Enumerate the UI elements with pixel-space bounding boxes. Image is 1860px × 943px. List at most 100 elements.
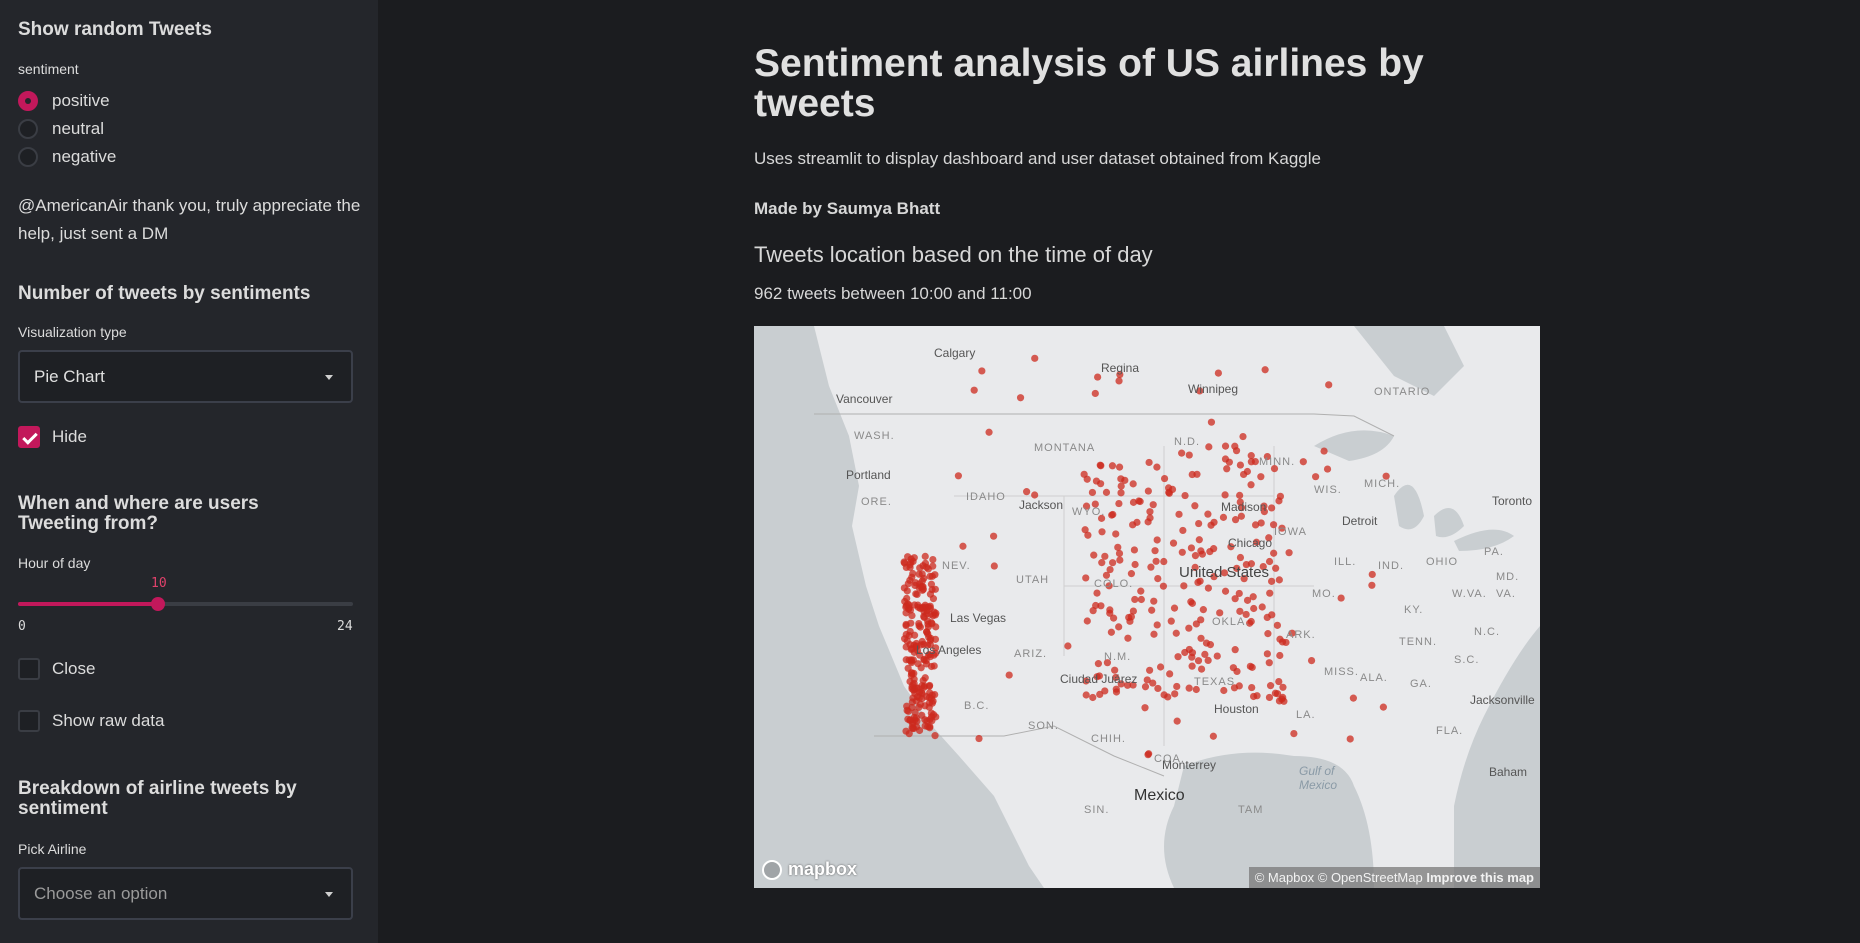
tweet-dot [1196, 387, 1204, 395]
visualization-type-select[interactable]: Pie Chart [18, 350, 353, 403]
tweet-dot [1197, 634, 1205, 642]
tweet-dot [975, 734, 983, 743]
tweet-dot [1195, 519, 1203, 528]
tweet-dot [1088, 488, 1097, 497]
tweet-dot [1135, 497, 1143, 505]
tweet-dot [1221, 587, 1230, 595]
breakdown-heading: Breakdown of airline tweets by sentiment [18, 778, 297, 819]
radio-neutral[interactable]: neutral [18, 119, 104, 139]
radio-label: negative [52, 147, 117, 166]
tweet-dot [1268, 504, 1276, 512]
attribution-text[interactable]: © Mapbox © OpenStreetMap [1254, 870, 1423, 885]
map-region-label: S.C. [1454, 654, 1480, 666]
map-region-label: ILL. [1334, 556, 1357, 568]
tweet-dot [909, 569, 917, 578]
tweet-dot [1204, 510, 1212, 518]
tweet-dot [916, 564, 924, 572]
hide-checkbox[interactable]: Hide [18, 426, 87, 448]
tweet-dot [1083, 617, 1091, 625]
tweet-dot [1160, 557, 1168, 566]
tweet-dot [1098, 559, 1106, 567]
tweet-dot [1263, 452, 1271, 461]
tweet-dot [1207, 418, 1216, 426]
map-region-label: IOWA [1274, 526, 1307, 538]
tweet-dot [1349, 694, 1357, 702]
tweet-dot [915, 570, 923, 578]
tweet-dot [1129, 681, 1137, 689]
map-region-label: ONTARIO [1374, 386, 1431, 398]
checkbox[interactable] [18, 710, 40, 732]
tweet-dot [1265, 693, 1274, 702]
tweet-dot [1112, 673, 1120, 682]
radio-button-selected[interactable] [18, 91, 38, 111]
tweet-dot [921, 552, 929, 560]
tweet-dot [927, 695, 935, 703]
tweet-dot [1191, 563, 1199, 572]
tweet-dot [1282, 638, 1290, 647]
hour-slider[interactable] [18, 597, 353, 611]
tweet-dot [1249, 692, 1258, 701]
checkbox[interactable] [18, 658, 40, 680]
close-checkbox[interactable]: Close [18, 658, 95, 680]
improve-map-link[interactable]: Improve this map [1426, 870, 1534, 885]
radio-button[interactable] [18, 147, 38, 167]
map-region-label: GA. [1410, 678, 1432, 690]
radio-button[interactable] [18, 119, 38, 139]
checkbox-checked[interactable] [18, 426, 40, 448]
tweet-dot [1257, 473, 1265, 481]
tweet-dot [1178, 449, 1186, 457]
tweet-dot [1236, 498, 1244, 506]
tweet-dot [1016, 394, 1025, 402]
tweet-dot [1082, 677, 1090, 685]
tweet-dot [1103, 659, 1112, 667]
map-region-label: CHIH. [1091, 733, 1126, 745]
tweet-dot [1146, 666, 1154, 674]
sidebar: Show random Tweets sentiment positive ne… [0, 0, 378, 943]
section-title: Tweets location based on the time of day [754, 242, 1153, 267]
map-region-label: N.D. [1174, 436, 1200, 448]
map-region-label: PA. [1484, 546, 1504, 558]
tweet-dot [932, 609, 940, 617]
tweet-dot [1337, 594, 1345, 602]
tweet-dot [1233, 564, 1241, 572]
map-region-label: WIS. [1314, 484, 1342, 496]
map-region-label: MISS. [1324, 666, 1359, 678]
tweet-dot [1144, 751, 1152, 759]
tweet-dot [1174, 653, 1182, 661]
tweet-location-map[interactable]: Calgary Regina Winnipeg Vancouver Portland Ja… [754, 326, 1540, 888]
tweet-dot [1276, 635, 1284, 643]
tweet-dot [1144, 487, 1152, 495]
tweet-dot [1185, 645, 1193, 654]
tweet-dot [1220, 686, 1228, 695]
tweet-dot [1117, 489, 1125, 497]
tweet-dot [931, 644, 940, 652]
show-raw-data-checkbox[interactable]: Show raw data [18, 710, 164, 732]
radio-negative[interactable]: negative [18, 147, 116, 167]
map-city-label: Winnipeg [1188, 382, 1239, 396]
tweet-dot [1210, 573, 1218, 581]
tweet-dot [1151, 547, 1159, 555]
tweet-dot [924, 630, 932, 638]
map-region-label: NEV. [942, 560, 971, 572]
tweet-dot [1154, 684, 1162, 693]
tweet-dot [903, 594, 911, 602]
tweet-dot [1115, 549, 1124, 558]
tweet-dot [926, 681, 934, 690]
tweet-dot [1207, 521, 1215, 529]
tweet-dot [1172, 629, 1180, 637]
tweet-dot [1149, 679, 1157, 687]
tweet-dot [1240, 575, 1248, 583]
hour-slider-thumb[interactable] [150, 597, 165, 611]
hour-slider-value: 10 [151, 576, 167, 591]
sentiment-label: sentiment [18, 61, 79, 77]
tweet-dot [1156, 663, 1165, 671]
tweet-dot [1194, 657, 1203, 665]
tweet-dot [1242, 610, 1250, 619]
radio-positive[interactable]: positive [18, 91, 110, 111]
pick-airline-select[interactable]: Choose an option [18, 867, 353, 920]
tweet-dot [916, 651, 924, 659]
tweet-dot [1127, 570, 1136, 578]
tweet-dot [1199, 606, 1207, 614]
map-region-label: KY. [1404, 604, 1424, 616]
tweet-dot [1230, 684, 1239, 692]
